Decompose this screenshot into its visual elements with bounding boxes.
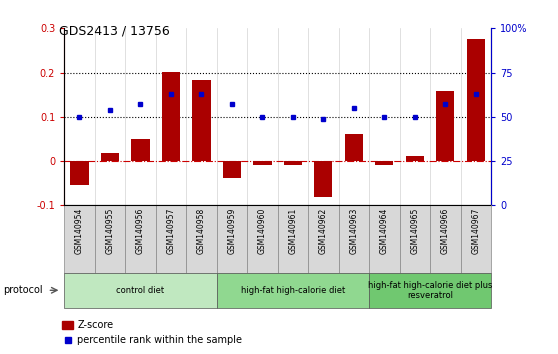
Text: GSM140960: GSM140960 — [258, 207, 267, 254]
Bar — [223, 161, 241, 178]
Bar — [253, 161, 272, 166]
Bar — [466, 39, 485, 161]
Bar — [400, 205, 430, 273]
Text: GSM140959: GSM140959 — [227, 207, 237, 254]
Text: GSM140956: GSM140956 — [136, 207, 145, 254]
Bar — [375, 161, 393, 165]
Bar — [217, 205, 247, 273]
Bar — [217, 273, 369, 308]
Text: GSM140967: GSM140967 — [472, 207, 480, 254]
Bar — [283, 161, 302, 166]
Bar — [369, 273, 491, 308]
Text: high-fat high-calorie diet: high-fat high-calorie diet — [240, 286, 345, 295]
Bar — [64, 273, 217, 308]
Bar — [192, 80, 210, 161]
Bar — [436, 91, 454, 161]
Bar — [369, 205, 400, 273]
Text: GSM140963: GSM140963 — [349, 207, 358, 254]
Text: GSM140957: GSM140957 — [166, 207, 175, 254]
Bar — [162, 72, 180, 161]
Text: GSM140961: GSM140961 — [288, 207, 297, 253]
Bar — [156, 205, 186, 273]
Legend: Z-score, percentile rank within the sample: Z-score, percentile rank within the samp… — [58, 316, 246, 349]
Bar — [308, 205, 339, 273]
Text: GSM140955: GSM140955 — [105, 207, 114, 254]
Bar — [131, 139, 150, 161]
Text: GSM140958: GSM140958 — [197, 207, 206, 253]
Text: GSM140965: GSM140965 — [410, 207, 419, 254]
Bar — [101, 153, 119, 161]
Bar — [95, 205, 125, 273]
Text: GSM140966: GSM140966 — [441, 207, 450, 254]
Bar — [64, 205, 95, 273]
Bar — [460, 205, 491, 273]
Text: GDS2413 / 13756: GDS2413 / 13756 — [59, 25, 169, 38]
Bar — [70, 161, 89, 185]
Bar — [125, 205, 156, 273]
Bar — [247, 205, 277, 273]
Bar — [314, 161, 333, 198]
Text: high-fat high-calorie diet plus
resveratrol: high-fat high-calorie diet plus resverat… — [368, 281, 492, 300]
Text: GSM140954: GSM140954 — [75, 207, 84, 254]
Bar — [278, 205, 308, 273]
Bar — [339, 205, 369, 273]
Text: GSM140964: GSM140964 — [380, 207, 389, 254]
Text: protocol: protocol — [3, 285, 42, 295]
Text: control diet: control diet — [116, 286, 165, 295]
Bar — [430, 205, 460, 273]
Bar — [406, 156, 424, 161]
Text: GSM140962: GSM140962 — [319, 207, 328, 253]
Bar — [345, 133, 363, 161]
Bar — [186, 205, 217, 273]
